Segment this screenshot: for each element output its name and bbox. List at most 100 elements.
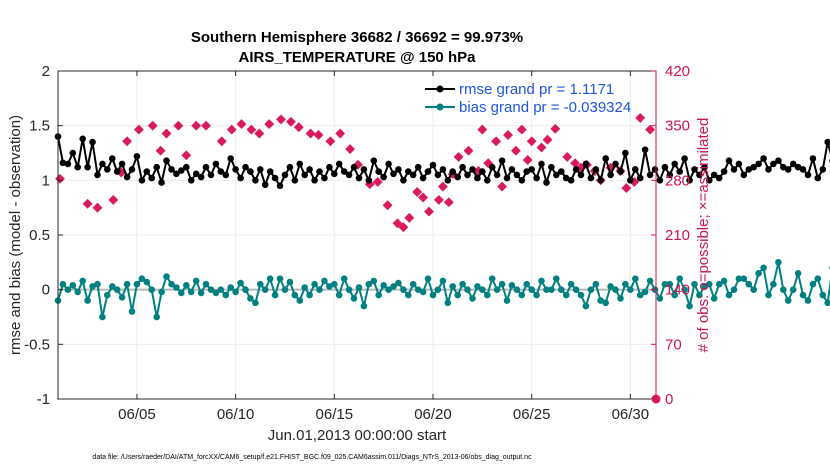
rmse-point xyxy=(528,166,535,173)
bias-point xyxy=(508,282,516,289)
bias-point xyxy=(99,313,106,321)
rmse-point xyxy=(222,171,230,179)
obs-count-point xyxy=(412,187,423,197)
y-axis-right: 0 70 140 210 280 350 420 xyxy=(651,63,690,408)
rmse-point xyxy=(725,157,733,164)
bias-point xyxy=(385,286,392,294)
obs-count-point xyxy=(92,202,103,213)
bias-point xyxy=(646,277,654,285)
bias-point xyxy=(780,286,787,294)
bias-point xyxy=(429,291,437,299)
x-tick-label: 06/10 xyxy=(217,406,255,423)
rmse-point xyxy=(335,160,343,168)
rmse-point xyxy=(385,160,392,168)
rmse-point xyxy=(266,168,274,175)
bias-point xyxy=(321,277,328,285)
legend-bias-marker xyxy=(436,103,444,111)
rmse-point xyxy=(178,167,185,174)
rmse-point xyxy=(730,166,738,173)
x-tick-label: 06/05 xyxy=(118,406,156,423)
rmse-point xyxy=(765,166,772,173)
rmse-point xyxy=(252,177,259,184)
y-right-tick-label: 350 xyxy=(665,118,690,135)
rmse-point xyxy=(429,161,437,169)
bias-point xyxy=(128,308,136,315)
obs-count-point xyxy=(497,181,508,192)
bias-point xyxy=(168,280,175,288)
bias-point xyxy=(720,277,728,285)
rmse-point xyxy=(183,163,190,171)
bias-point xyxy=(562,291,570,299)
bias-point xyxy=(400,286,407,294)
y-right-tick-label: 70 xyxy=(665,336,682,353)
rmse-point xyxy=(651,166,659,173)
rmse-point xyxy=(814,174,822,182)
rmse-point xyxy=(59,159,67,167)
bias-point xyxy=(493,286,501,294)
bias-point xyxy=(360,302,368,310)
bias-point xyxy=(622,280,629,288)
bias-point xyxy=(261,286,269,294)
rmse-point xyxy=(661,163,669,171)
rmse-point xyxy=(365,177,373,184)
bias-point xyxy=(513,286,521,294)
rmse-point xyxy=(789,160,797,168)
bias-point xyxy=(153,313,160,321)
rmse-point xyxy=(597,177,604,184)
obs-count-point xyxy=(313,130,324,140)
footnote: data file: /Users/raeder/DAI/ATM_forcXX/… xyxy=(92,454,532,461)
bias-point xyxy=(409,280,417,288)
obs-count-point xyxy=(418,192,429,203)
bias-point xyxy=(197,289,205,297)
bias-point xyxy=(592,280,600,288)
bias-point xyxy=(291,291,299,299)
bias-point xyxy=(340,275,348,283)
bias-point xyxy=(104,291,111,299)
bias-point xyxy=(784,297,792,304)
rmse-point xyxy=(414,163,422,171)
x-tick-label: 06/25 xyxy=(513,406,551,423)
rmse-point xyxy=(261,181,269,188)
rmse-point xyxy=(212,160,220,168)
x-tick-label: 06/15 xyxy=(316,406,354,423)
y-axis-right-label: # of obs: o=possible; ×=assimilated xyxy=(695,118,712,353)
y-right-tick-label: 140 xyxy=(665,282,690,299)
bias-point xyxy=(143,278,151,286)
y-right-tick-label: 420 xyxy=(665,63,690,80)
bias-point xyxy=(237,279,244,287)
bias-point xyxy=(745,280,753,288)
bias-point xyxy=(375,291,383,299)
rmse-point xyxy=(513,171,521,179)
obs-count-point xyxy=(542,134,553,145)
obs-count-point xyxy=(216,136,227,147)
rmse-point xyxy=(819,166,827,173)
bias-point xyxy=(271,291,279,299)
bias-point xyxy=(632,275,639,283)
rmse-point xyxy=(474,174,481,182)
rmse-point xyxy=(676,168,683,175)
bias-point xyxy=(528,286,535,294)
rmse-point xyxy=(89,138,96,146)
obs-count-point xyxy=(201,120,211,131)
rmse-point xyxy=(469,166,476,173)
obs-count-point xyxy=(437,181,448,192)
bias-point xyxy=(750,286,757,294)
legend-bias-label: bias grand pr = -0.039324 xyxy=(459,99,631,116)
bias-point xyxy=(696,291,703,299)
bias-point xyxy=(449,283,457,290)
bias-point xyxy=(247,295,254,302)
rmse-point xyxy=(479,168,486,175)
rmse-point xyxy=(686,177,693,184)
bias-point xyxy=(686,302,693,310)
rmse-point xyxy=(627,177,634,184)
bias-point xyxy=(232,288,239,296)
chart-title-line2: AIRS_TEMPERATURE @ 150 hPa xyxy=(239,49,477,66)
bias-point xyxy=(365,280,373,288)
rmse-point xyxy=(123,173,131,181)
rmse-point xyxy=(321,174,328,182)
rmse-point xyxy=(612,160,619,168)
rmse-point xyxy=(824,138,830,146)
rmse-point xyxy=(232,166,239,173)
obs-count-point xyxy=(108,194,119,205)
rmse-point xyxy=(444,177,452,184)
